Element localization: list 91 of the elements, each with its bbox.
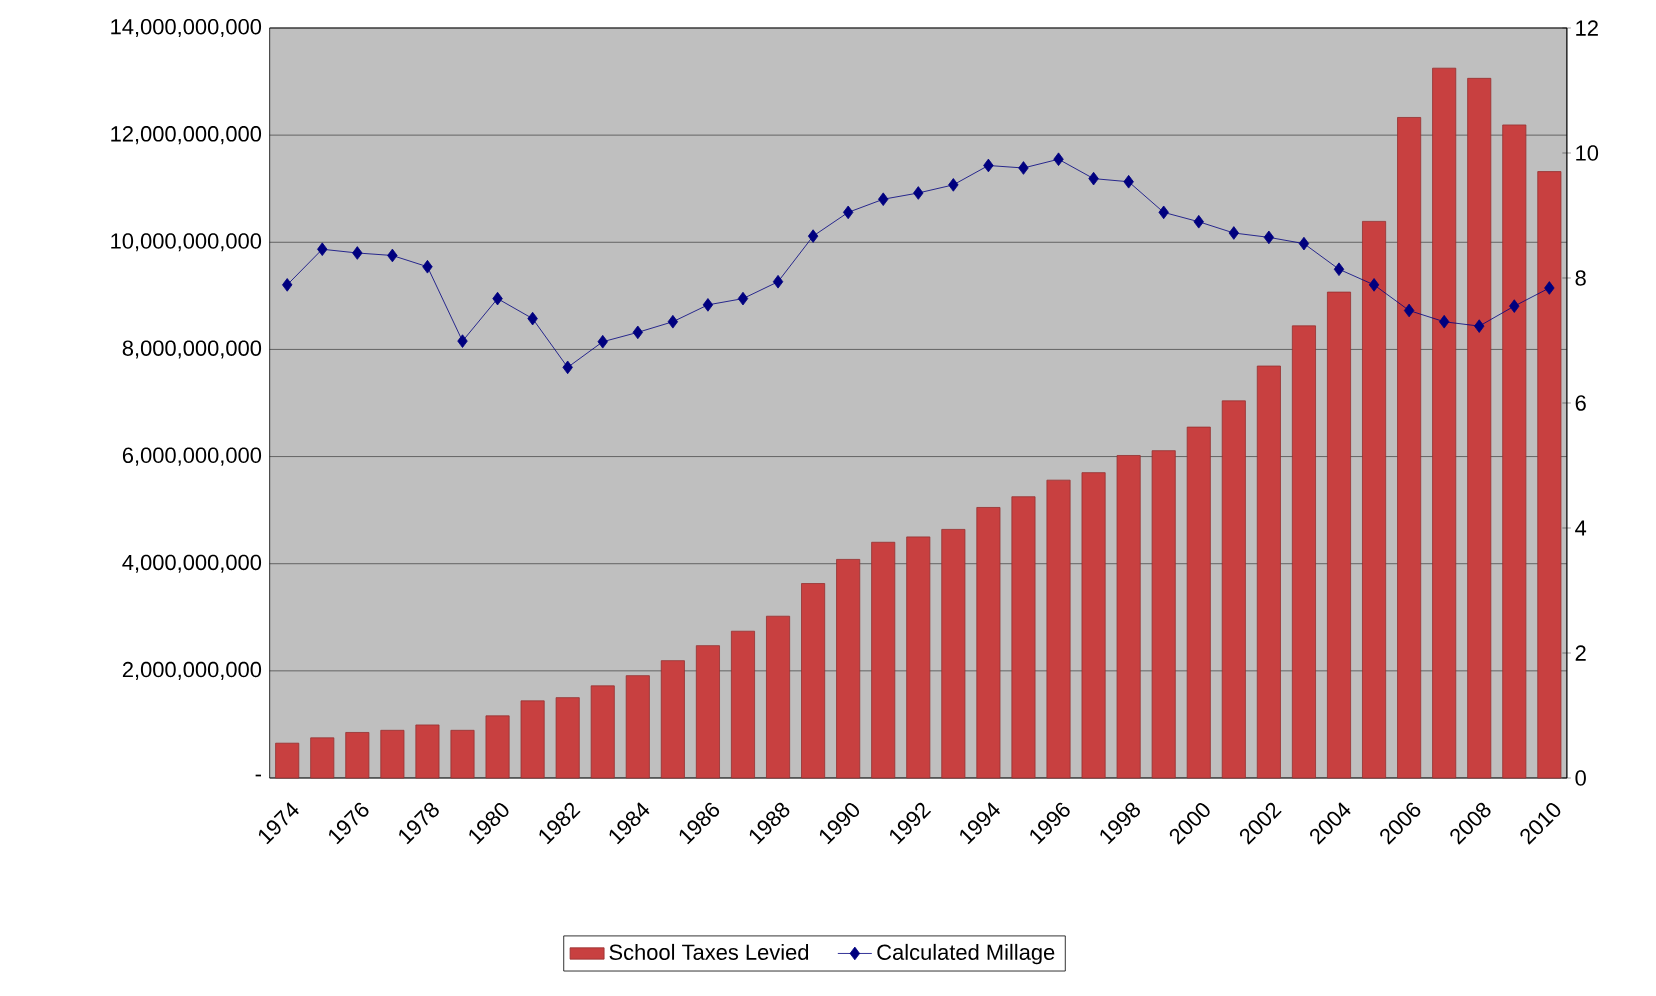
- bar: [801, 583, 826, 779]
- point: [948, 178, 959, 192]
- y-tick-label: 4,000,000,000: [122, 554, 262, 573]
- y2-tick-label: 8: [1575, 270, 1586, 286]
- point: [1053, 152, 1064, 167]
- point: [702, 298, 714, 312]
- point: [562, 360, 573, 375]
- point: [1333, 262, 1345, 277]
- y-tick-label: 6,000,000,000: [122, 447, 262, 466]
- bar: [1537, 171, 1562, 779]
- legend-label: School Taxes Levied: [609, 943, 809, 960]
- y2-tick-label: 6: [1575, 395, 1586, 411]
- bar: [1221, 400, 1246, 779]
- point: [352, 246, 363, 260]
- point: [983, 158, 994, 173]
- bar: [310, 737, 335, 779]
- y-tick-label: 12,000,000,000: [111, 126, 262, 145]
- point: [1193, 214, 1204, 229]
- bar: [1502, 124, 1527, 779]
- bar: [555, 697, 580, 779]
- point: [667, 314, 679, 329]
- point: [1368, 278, 1380, 292]
- y-tick-label: 2,000,000,000: [122, 661, 262, 680]
- point: [1403, 303, 1415, 318]
- bar: [1116, 455, 1141, 779]
- bar: [1011, 496, 1036, 779]
- bar: [1397, 117, 1422, 779]
- point: [1018, 161, 1029, 175]
- point: [457, 334, 468, 348]
- point: [1509, 299, 1520, 313]
- bar: [1151, 450, 1176, 779]
- bar: [1467, 77, 1492, 779]
- legend-label: Calculated Millage: [877, 943, 1055, 965]
- bar: [1362, 220, 1387, 779]
- point: [422, 259, 433, 274]
- point: [387, 248, 398, 263]
- point: [1298, 236, 1310, 251]
- point: [1438, 314, 1450, 329]
- point: [632, 325, 643, 340]
- bar: [660, 660, 685, 779]
- y-tick-label: -: [255, 774, 261, 777]
- y-tick-label: 10,000,000,000: [111, 233, 262, 252]
- y2-tick-label: 4: [1575, 520, 1587, 536]
- bar: [1081, 472, 1106, 779]
- point: [1158, 205, 1169, 220]
- point: [737, 291, 749, 306]
- bar: [976, 507, 1001, 779]
- point: [807, 229, 819, 243]
- bar: [1326, 291, 1351, 779]
- y-tick-label: 14,000,000,000: [111, 18, 262, 38]
- point: [772, 274, 784, 289]
- point: [1544, 281, 1555, 295]
- point: [1474, 319, 1485, 333]
- bar: [941, 529, 966, 779]
- bar: [520, 700, 545, 779]
- bar: [730, 630, 755, 779]
- bar: [345, 732, 370, 779]
- y2-tick-label: 0: [1575, 770, 1586, 786]
- point: [492, 291, 503, 306]
- bar: [625, 675, 650, 779]
- point: [597, 334, 608, 349]
- bar: [906, 536, 931, 779]
- bar: [1186, 426, 1211, 779]
- point: [527, 311, 538, 326]
- bar: [1432, 67, 1457, 779]
- bar: [836, 559, 861, 779]
- bar: [415, 724, 440, 779]
- point: [878, 192, 889, 207]
- y2-tick-label: 10: [1576, 145, 1599, 161]
- bar: [695, 645, 720, 779]
- point: [1123, 174, 1134, 189]
- bar: [766, 615, 791, 779]
- bar: [450, 729, 475, 779]
- bar: [380, 729, 405, 779]
- point: [913, 186, 924, 200]
- point: [282, 278, 293, 292]
- point: [317, 242, 328, 257]
- y2-tick-label: 12: [1576, 20, 1598, 36]
- y-tick-label: 8,000,000,000: [122, 340, 262, 359]
- bar: [590, 685, 615, 779]
- bar: [871, 541, 896, 779]
- bar: [275, 742, 300, 779]
- bar: [1256, 365, 1281, 779]
- point: [1228, 226, 1239, 240]
- point: [1088, 171, 1099, 186]
- bar: [1291, 325, 1316, 779]
- y2-tick-label: 2: [1575, 645, 1586, 661]
- bar: [1046, 479, 1071, 779]
- bar: [485, 715, 510, 779]
- point: [842, 205, 854, 220]
- point: [1263, 230, 1275, 245]
